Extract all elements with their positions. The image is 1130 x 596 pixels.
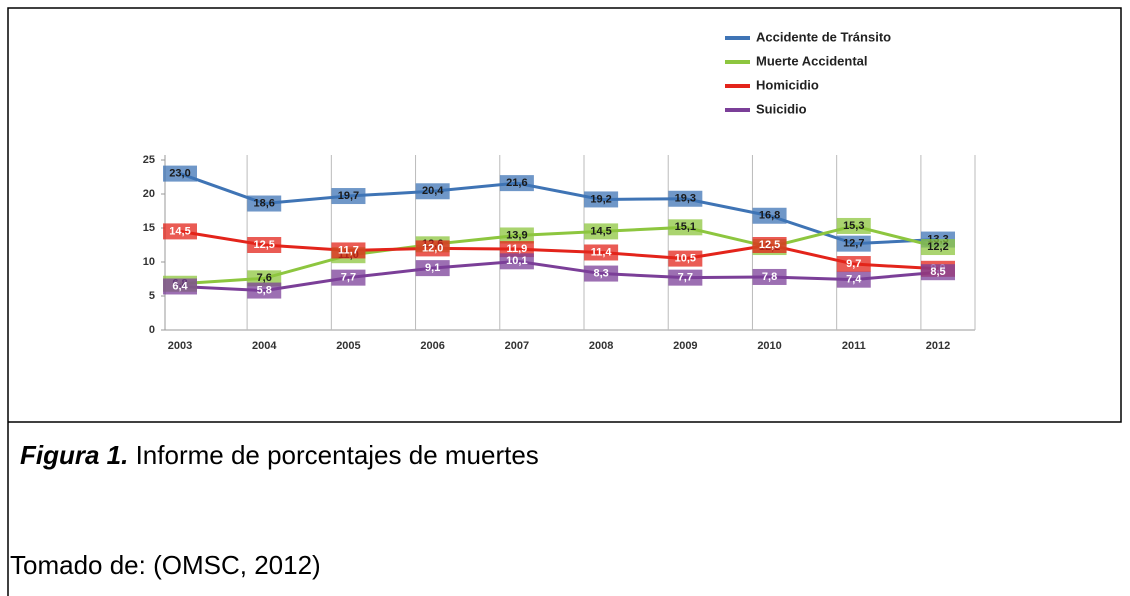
label-bg — [499, 175, 534, 192]
data-label: 5,8 — [257, 284, 272, 296]
data-label: 8,3 — [593, 267, 608, 279]
label-bg — [921, 239, 955, 256]
y-tick-label: 10 — [143, 256, 155, 268]
y-tick-label: 25 — [143, 154, 155, 166]
label-bg — [499, 227, 534, 244]
data-label: 12,2 — [927, 241, 948, 253]
label-bg — [415, 240, 450, 257]
data-label: 16,8 — [759, 210, 780, 222]
label-bg — [415, 260, 450, 277]
y-tick-label: 0 — [149, 324, 155, 336]
label-bg — [752, 268, 787, 285]
data-label: 20,4 — [422, 185, 444, 197]
legend-label: Muerte Accidental — [756, 53, 868, 68]
data-label: 9,1 — [425, 262, 440, 274]
label-bg — [752, 207, 787, 224]
label-bg — [584, 265, 619, 282]
data-label: 7,7 — [341, 272, 356, 284]
label-bg — [836, 256, 871, 273]
data-label: 19,2 — [590, 193, 611, 205]
label-bg — [247, 195, 282, 212]
data-label: 14,5 — [169, 225, 190, 237]
x-tick-label: 2008 — [589, 340, 613, 352]
label-bg — [499, 241, 534, 258]
x-tick-label: 2007 — [505, 340, 529, 352]
x-tick-label: 2003 — [168, 340, 192, 352]
data-label: 12,0 — [422, 242, 443, 254]
data-label: 12,5 — [759, 239, 780, 251]
label-bg — [836, 271, 871, 288]
series-line — [179, 259, 939, 293]
x-tick-label: 2009 — [673, 340, 697, 352]
legend-label: Homicidio — [756, 77, 819, 92]
label-bg — [247, 237, 282, 253]
y-tick-label: 20 — [143, 188, 155, 200]
label-bg — [499, 253, 534, 270]
data-label: 12,5 — [254, 239, 275, 251]
series-line — [179, 224, 939, 286]
label-bg — [163, 278, 197, 295]
label-bg — [584, 223, 619, 240]
caption-label: Figura 1. — [20, 440, 128, 470]
data-label: 7,8 — [762, 271, 777, 283]
y-tick-label: 15 — [143, 222, 155, 234]
series-line — [179, 229, 939, 271]
label-bg — [331, 242, 366, 259]
label-bg — [247, 282, 282, 299]
label-bg — [584, 244, 619, 261]
data-label: 15,3 — [843, 220, 864, 232]
series-line — [179, 172, 939, 246]
label-bg — [668, 190, 703, 207]
legend-label: Suicidio — [756, 101, 807, 116]
data-label: 11,4 — [591, 246, 613, 258]
caption: Figura 1. Informe de porcentajes de muer… — [20, 440, 539, 470]
data-label: 6,4 — [172, 280, 188, 292]
data-label: 7,6 — [257, 272, 272, 284]
data-label: 15,1 — [675, 221, 696, 233]
x-tick-label: 2006 — [420, 340, 444, 352]
x-tick-label: 2005 — [336, 340, 360, 352]
data-label: 9,7 — [846, 258, 861, 270]
label-bg — [331, 269, 366, 286]
label-bg — [921, 264, 955, 281]
label-bg — [668, 250, 703, 267]
data-label: 8,5 — [930, 266, 945, 278]
y-tick-label: 5 — [149, 290, 155, 302]
x-tick-label: 2012 — [926, 340, 950, 352]
label-bg — [836, 217, 871, 234]
data-label: 19,7 — [338, 190, 359, 202]
data-label: 13,9 — [506, 229, 527, 241]
source: Tomado de: (OMSC, 2012) — [10, 550, 321, 580]
label-bg — [668, 269, 703, 286]
label-bg — [163, 223, 197, 240]
data-label: 14,5 — [590, 225, 611, 237]
data-label: 11,7 — [338, 244, 359, 256]
data-label: 7,4 — [846, 274, 862, 286]
x-tick-label: 2004 — [252, 340, 277, 352]
data-label: 19,3 — [675, 193, 696, 205]
data-label: 7,7 — [678, 272, 693, 284]
label-bg — [584, 191, 619, 208]
data-label: 10,5 — [675, 253, 696, 265]
label-bg — [752, 237, 787, 253]
label-bg — [668, 219, 703, 236]
label-bg — [163, 165, 197, 182]
label-bg — [415, 183, 450, 200]
data-label: 10,1 — [506, 255, 527, 267]
x-tick-label: 2011 — [842, 340, 866, 352]
label-bg — [331, 188, 366, 205]
x-tick-label: 2010 — [757, 340, 781, 352]
data-label: 21,6 — [506, 177, 527, 189]
label-bg — [836, 235, 871, 252]
frame — [7, 7, 1122, 596]
legend-label: Accidente de Tránsito — [756, 29, 891, 44]
data-label: 11,9 — [506, 243, 527, 255]
data-label: 12,7 — [843, 238, 864, 250]
label-bg — [247, 270, 282, 287]
data-label: 23,0 — [169, 168, 190, 180]
caption-text: Informe de porcentajes de muertes — [128, 440, 538, 470]
data-label: 18,6 — [254, 197, 275, 209]
